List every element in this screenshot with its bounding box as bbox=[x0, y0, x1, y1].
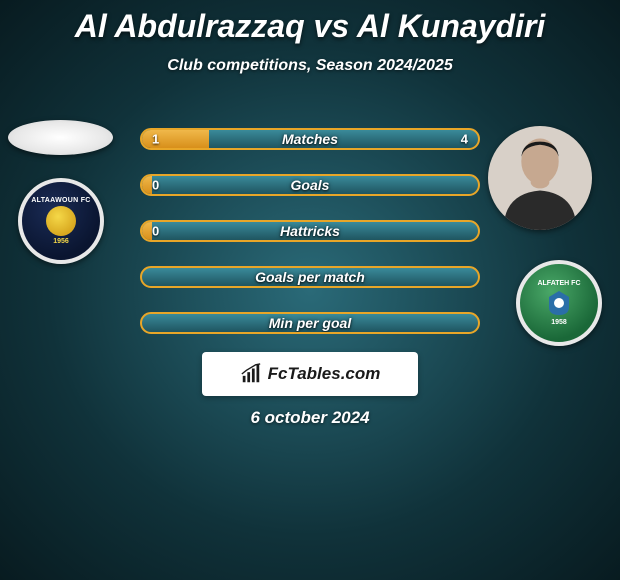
infographic-card: Al Abdulrazzaq vs Al Kunaydiri Club comp… bbox=[0, 0, 620, 580]
person-silhouette-icon bbox=[488, 126, 592, 230]
player-right-avatar bbox=[488, 126, 592, 230]
watermark-badge: FcTables.com bbox=[202, 352, 418, 396]
stat-bar-goals-per-match: Goals per match bbox=[140, 266, 480, 288]
stat-bars: 1 Matches 4 0 Goals 0 Hattricks Goals pe… bbox=[140, 128, 480, 358]
player-right-club-badge: ALFATEH FC 1958 bbox=[516, 260, 602, 346]
stat-label: Hattricks bbox=[142, 223, 478, 239]
stat-label: Goals per match bbox=[142, 269, 478, 285]
badge-right-crest-icon bbox=[545, 289, 573, 317]
subtitle: Club competitions, Season 2024/2025 bbox=[0, 57, 620, 75]
stat-bar-hattricks: 0 Hattricks bbox=[140, 220, 480, 242]
bar-chart-icon bbox=[240, 363, 262, 385]
stat-bar-matches: 1 Matches 4 bbox=[140, 128, 480, 150]
page-title: Al Abdulrazzaq vs Al Kunaydiri bbox=[0, 0, 620, 45]
badge-left-label: ALTAAWOUN FC bbox=[31, 197, 90, 204]
stat-label: Min per goal bbox=[142, 315, 478, 331]
player-left-avatar bbox=[8, 120, 113, 155]
date-label: 6 october 2024 bbox=[0, 408, 620, 428]
badge-right-year: 1958 bbox=[551, 319, 567, 326]
stat-label: Matches bbox=[142, 131, 478, 147]
stat-bar-goals: 0 Goals bbox=[140, 174, 480, 196]
player-left-club-badge: ALTAAWOUN FC 1956 bbox=[18, 178, 104, 264]
stat-right-value: 4 bbox=[461, 132, 468, 147]
badge-left-year: 1956 bbox=[53, 238, 69, 245]
watermark-text: FcTables.com bbox=[268, 364, 381, 384]
stat-label: Goals bbox=[142, 177, 478, 193]
stat-bar-min-per-goal: Min per goal bbox=[140, 312, 480, 334]
badge-right-label: ALFATEH FC bbox=[537, 280, 580, 287]
badge-left-ball-icon bbox=[46, 206, 76, 236]
